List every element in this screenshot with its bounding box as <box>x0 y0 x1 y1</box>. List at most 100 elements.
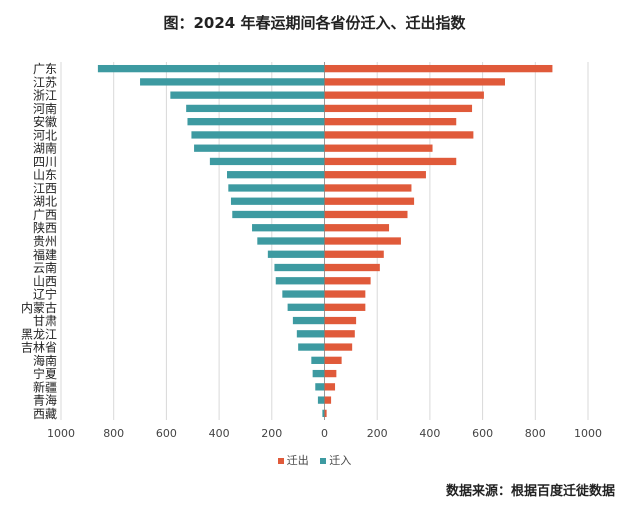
category-label: 贵州 <box>33 235 57 249</box>
bars <box>97 64 553 418</box>
bar-in-6 <box>194 144 325 152</box>
category-label: 江西 <box>33 181 57 195</box>
bar-in-16 <box>275 277 325 285</box>
x-tick-label: 600 <box>472 427 493 440</box>
legend-item-in: 迁入 <box>320 452 351 468</box>
bar-in-22 <box>311 356 325 364</box>
bar-out-25 <box>324 396 332 404</box>
bar-out-1 <box>324 78 505 86</box>
bar-in-9 <box>228 184 325 192</box>
category-label: 内蒙古 <box>21 300 57 315</box>
bar-out-19 <box>324 316 357 325</box>
x-tick-label: 600 <box>156 427 177 440</box>
bar-in-23 <box>312 369 325 378</box>
category-labels: 广东江苏浙江河南安徽河北湖南四川山东江西湖北广西陕西贵州福建云南山西辽宁内蒙古甘… <box>21 62 57 421</box>
bar-in-8 <box>227 171 325 179</box>
bar-out-17 <box>324 290 366 298</box>
category-label: 河北 <box>33 128 57 142</box>
bar-out-24 <box>324 383 336 391</box>
category-label: 四川 <box>33 155 57 169</box>
bar-in-10 <box>230 197 325 205</box>
category-label: 湖南 <box>33 141 57 156</box>
category-label: 吉林省 <box>21 341 57 355</box>
bar-in-25 <box>317 396 325 404</box>
bar-in-3 <box>186 104 325 113</box>
bar-in-11 <box>232 210 325 219</box>
category-label: 江苏 <box>33 75 57 89</box>
legend-label-in: 迁入 <box>329 454 352 467</box>
bar-out-23 <box>324 369 337 378</box>
bar-out-4 <box>324 118 457 126</box>
bar-out-11 <box>324 210 408 219</box>
x-tick-label: 200 <box>261 427 282 440</box>
x-tick-label: 1000 <box>574 427 602 440</box>
category-label: 浙江 <box>33 89 57 103</box>
bar-out-26 <box>324 409 327 418</box>
bar-out-9 <box>324 184 412 192</box>
bar-in-14 <box>267 250 325 258</box>
x-tick-label: 0 <box>321 427 328 440</box>
bar-in-21 <box>298 343 325 351</box>
category-label: 湖北 <box>33 194 57 209</box>
category-label: 西藏 <box>33 407 57 421</box>
category-label: 山东 <box>33 168 57 182</box>
bar-in-4 <box>187 118 325 126</box>
x-tick-labels: 1000 800 600 400 200 0 200 400 600 800 1000 <box>47 427 602 440</box>
x-tick-label: 1000 <box>47 427 75 440</box>
x-tick-label: 400 <box>419 427 440 440</box>
x-tick-label: 400 <box>209 427 230 440</box>
category-label: 河南 <box>33 101 57 116</box>
legend: 迁出 迁入 <box>0 452 629 468</box>
bar-out-14 <box>324 250 384 258</box>
bar-in-20 <box>296 330 325 338</box>
category-label: 黑龙江 <box>21 327 57 341</box>
x-tick-label: 200 <box>367 427 388 440</box>
bar-out-10 <box>324 197 415 205</box>
legend-swatch-out <box>277 458 284 464</box>
category-label: 山西 <box>33 274 57 288</box>
bar-out-18 <box>324 303 366 311</box>
bar-out-8 <box>324 171 426 179</box>
bar-out-22 <box>324 356 342 364</box>
bar-in-19 <box>292 316 325 325</box>
bar-in-0 <box>97 64 325 73</box>
x-tick-label: 800 <box>103 427 124 440</box>
category-label: 安徽 <box>33 114 57 129</box>
bar-out-0 <box>324 64 553 73</box>
category-label: 云南 <box>33 260 57 275</box>
grid-lines <box>60 62 589 420</box>
category-label: 福建 <box>33 247 57 262</box>
category-label: 广东 <box>33 62 57 76</box>
legend-swatch-in <box>320 458 327 464</box>
bar-out-12 <box>324 224 390 232</box>
bar-out-20 <box>324 330 355 338</box>
legend-label-out: 迁出 <box>286 454 309 467</box>
category-label: 青海 <box>33 393 57 408</box>
bar-in-24 <box>315 383 325 391</box>
bar-in-17 <box>282 290 325 298</box>
category-label: 陕西 <box>33 220 57 235</box>
bar-out-3 <box>324 104 473 113</box>
bar-in-7 <box>209 157 325 166</box>
data-source-note: 数据来源：根据百度迁徙数据 <box>445 484 615 499</box>
bar-out-2 <box>324 91 484 99</box>
bar-out-15 <box>324 263 380 272</box>
category-label: 广西 <box>33 208 57 222</box>
x-tick-label: 800 <box>525 427 546 440</box>
bar-in-5 <box>191 131 325 139</box>
category-label: 海南 <box>33 353 57 368</box>
bar-in-26 <box>322 409 325 418</box>
bar-out-16 <box>324 277 371 285</box>
bar-out-7 <box>324 157 457 166</box>
category-label: 甘肃 <box>33 314 57 328</box>
bar-in-2 <box>170 91 325 99</box>
bar-out-21 <box>324 343 353 351</box>
bar-in-13 <box>257 237 325 245</box>
bar-in-12 <box>252 224 325 232</box>
bar-out-5 <box>324 131 474 139</box>
category-label: 辽宁 <box>33 287 57 302</box>
bar-in-18 <box>287 303 325 311</box>
chart-title: 图：2024 年春运期间各省份迁入、迁出指数 <box>163 14 466 32</box>
